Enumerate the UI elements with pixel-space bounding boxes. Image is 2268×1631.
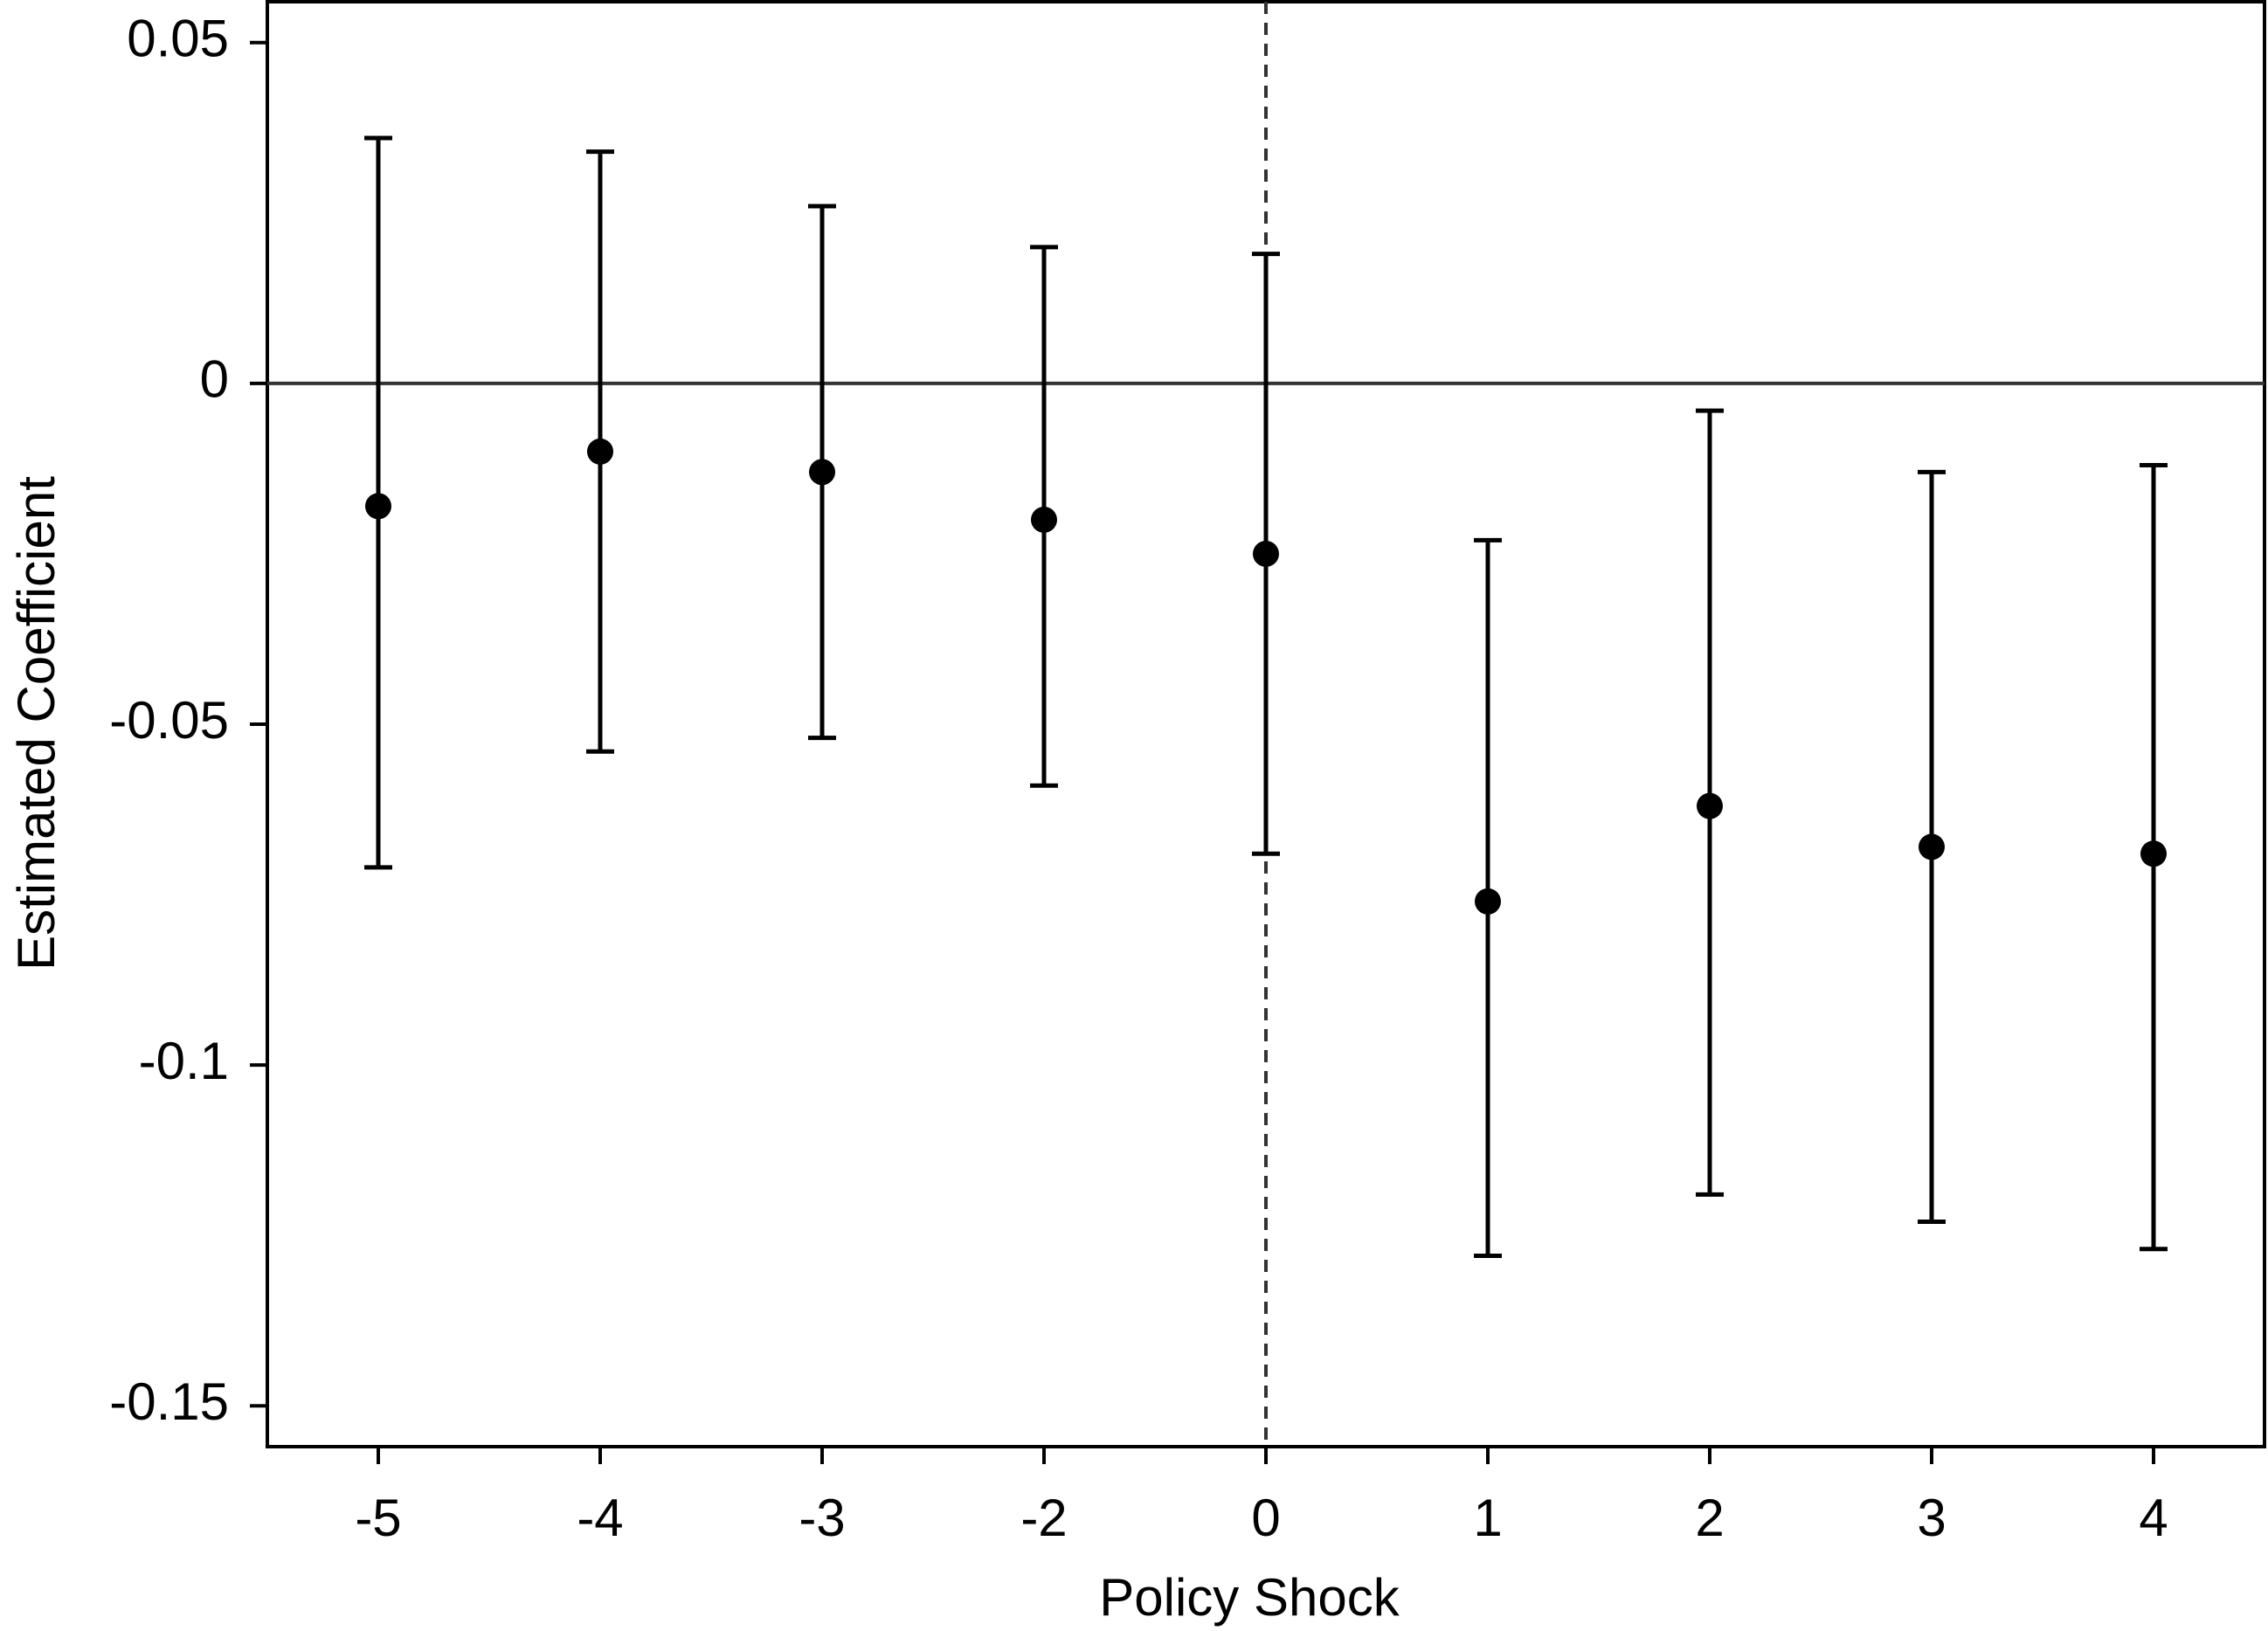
x-tick-label: -4 — [577, 1489, 623, 1547]
point — [365, 493, 391, 520]
y-tick-label: -0.1 — [139, 1032, 229, 1090]
y-tick-label: -0.15 — [109, 1372, 229, 1431]
point — [1697, 792, 1723, 819]
point — [809, 459, 835, 486]
x-tick-label: -2 — [1020, 1489, 1067, 1547]
y-tick-label: 0 — [200, 350, 229, 409]
y-axis-title: Estimated Coefficient — [7, 476, 66, 971]
point — [1919, 833, 1945, 860]
y-tick-label: 0.05 — [127, 10, 229, 68]
point — [2140, 840, 2167, 867]
x-tick-label: 3 — [1917, 1489, 1946, 1547]
point — [1475, 888, 1501, 915]
point — [587, 438, 613, 465]
x-tick-label: -5 — [355, 1489, 401, 1547]
point — [1031, 506, 1057, 533]
y-tick-label: -0.05 — [109, 691, 229, 750]
point — [1253, 540, 1279, 567]
x-tick-label: 4 — [2139, 1489, 2168, 1547]
x-tick-label: 1 — [1473, 1489, 1502, 1547]
x-tick-label: 0 — [1251, 1489, 1280, 1547]
x-tick-label: 2 — [1695, 1489, 1724, 1547]
x-axis-title: Policy Shock — [1099, 1568, 1400, 1627]
x-tick-label: -3 — [799, 1489, 845, 1547]
